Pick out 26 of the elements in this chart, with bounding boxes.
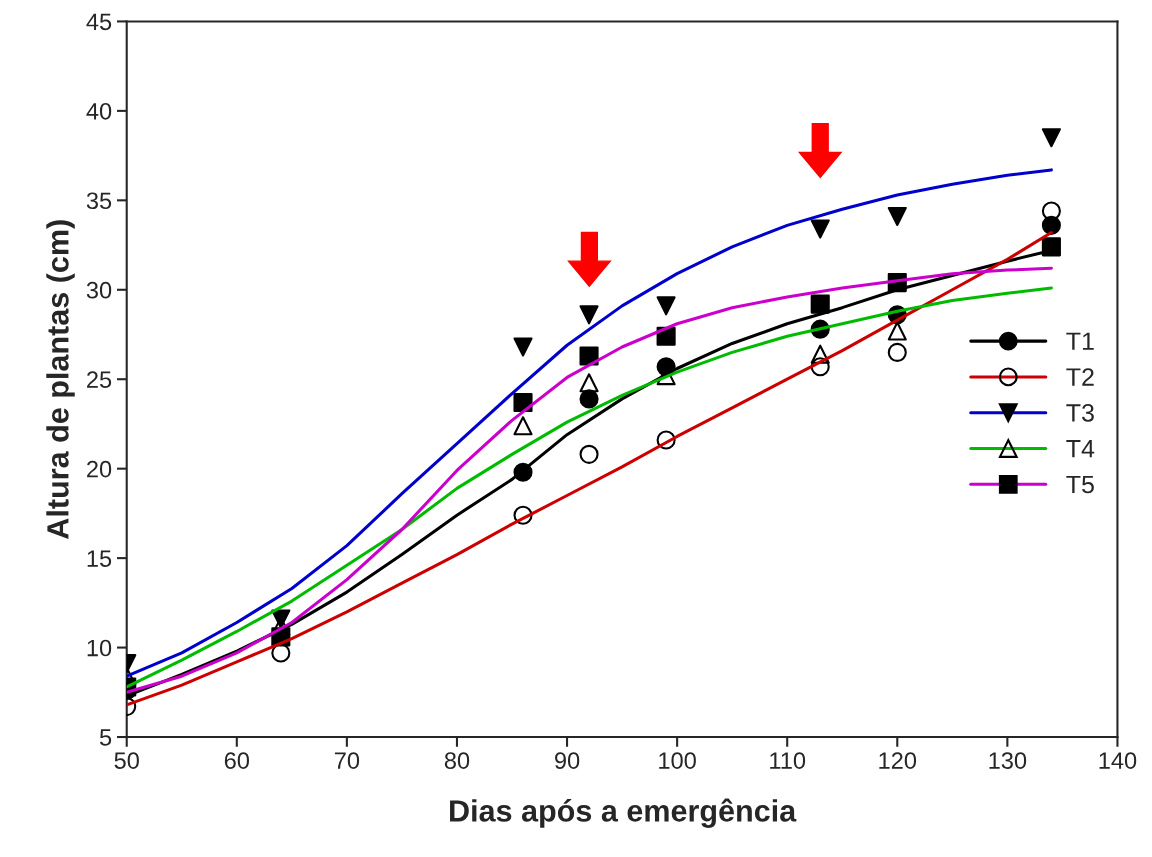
legend-label: T5 [1066, 475, 1094, 494]
x-tick-label: 50 [114, 752, 139, 769]
x-tick-label: 100 [659, 752, 696, 769]
legend-label: T1 [1066, 332, 1094, 350]
x-axis-title: Dias após a emergência [450, 798, 797, 828]
x-tick-label: 120 [879, 752, 917, 769]
y-tick-label: 10 [87, 639, 112, 657]
y-tick-label: 15 [87, 550, 112, 567]
x-tick-label: 70 [334, 752, 360, 769]
y-axis-title: Altura de plantas (cm) [46, 220, 75, 539]
legend-label: T2 [1066, 368, 1094, 386]
x-tick-label: 140 [1099, 752, 1137, 769]
y-tick-label: 5 [99, 729, 112, 746]
x-tick-label: 60 [224, 752, 250, 769]
x-tick-label: 90 [555, 752, 580, 769]
y-tick-label: 25 [87, 371, 112, 389]
legend-label: T4 [1066, 440, 1095, 458]
x-tick-label: 130 [989, 752, 1027, 769]
y-tick-label: 45 [86, 13, 112, 31]
y-tick-label: 35 [86, 192, 112, 210]
x-tick-label: 80 [444, 752, 470, 769]
y-tick-label: 40 [86, 102, 112, 120]
y-tick-label: 30 [86, 281, 112, 299]
x-tick-label: 110 [770, 752, 806, 769]
legend-label: T3 [1066, 404, 1094, 422]
y-tick-label: 20 [87, 460, 112, 478]
